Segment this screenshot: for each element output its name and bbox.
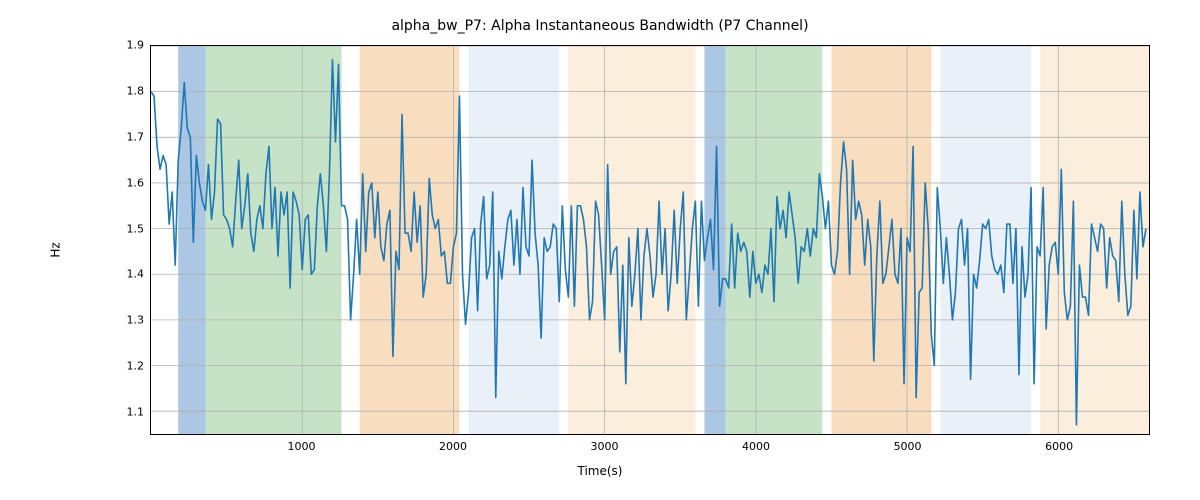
y-tick-label: 1.6 (127, 176, 145, 189)
y-axis-label: Hz (48, 0, 63, 500)
region-band (205, 46, 341, 434)
y-tick-label: 1.4 (127, 268, 145, 281)
region-band (1040, 46, 1058, 434)
y-tick-label: 1.9 (127, 39, 145, 52)
region-band (940, 46, 1031, 434)
x-tick-label: 1000 (288, 440, 316, 453)
x-axis-label: Time(s) (0, 464, 1200, 478)
x-tick-label: 6000 (1045, 440, 1073, 453)
x-tick-label: 4000 (742, 440, 770, 453)
y-tick-label: 1.2 (127, 360, 145, 373)
y-tick-label: 1.5 (127, 222, 145, 235)
y-tick-label: 1.7 (127, 130, 145, 143)
x-tick-label: 5000 (894, 440, 922, 453)
chart-title: alpha_bw_P7: Alpha Instantaneous Bandwid… (0, 18, 1200, 34)
plot-axes (150, 45, 1150, 435)
figure: alpha_bw_P7: Alpha Instantaneous Bandwid… (0, 0, 1200, 500)
region-band (469, 46, 560, 434)
y-tick-label: 1.1 (127, 406, 145, 419)
y-tick-label: 1.8 (127, 84, 145, 97)
plot-svg (151, 46, 1149, 434)
y-tick-label: 1.3 (127, 314, 145, 327)
x-tick-label: 3000 (591, 440, 619, 453)
x-tick-label: 2000 (439, 440, 467, 453)
